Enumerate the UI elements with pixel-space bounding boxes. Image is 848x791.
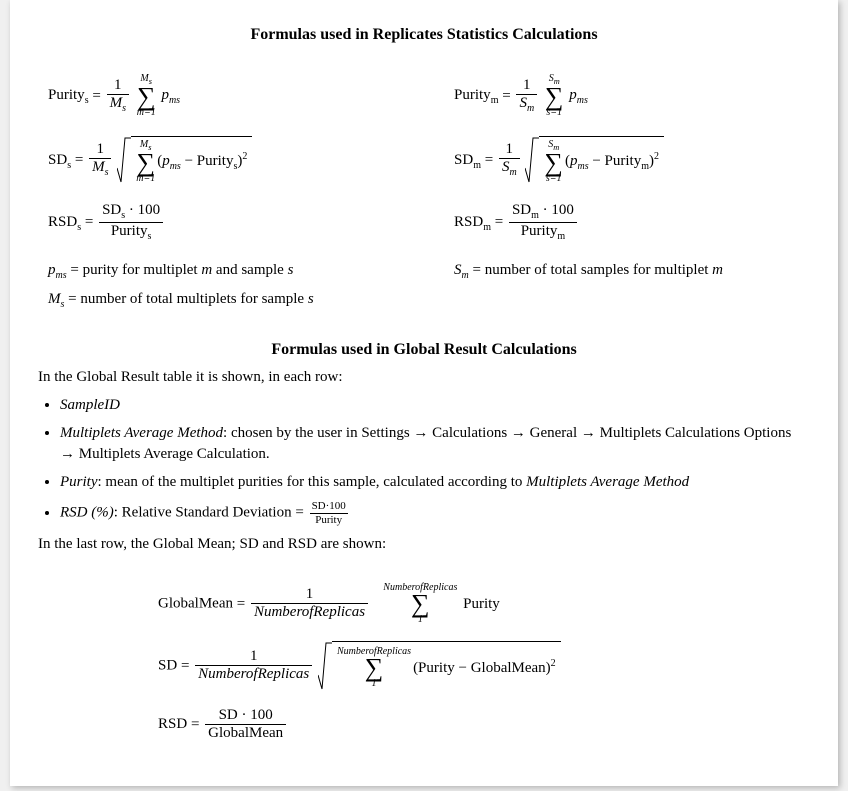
eq-purity-s: Puritys = 1 Ms Ms ∑ m=1 pms xyxy=(48,74,404,118)
def-Ms: Ms = number of total multiplets for samp… xyxy=(48,289,404,312)
pms: pms xyxy=(161,87,180,103)
bullet-method: Multiplets Average Method: chosen by the… xyxy=(60,423,810,464)
global-bullets: SampleID Multiplets Average Method: chos… xyxy=(60,395,810,526)
def-Sm: Sm = number of total samples for multipl… xyxy=(454,260,810,283)
right-column: Puritym = 1 Sm Sm ∑ s=1 pms SDm = 1 xyxy=(444,64,810,318)
bullet-purity: Purity: mean of the multiplet purities f… xyxy=(60,472,810,492)
bullet-sampleid: SampleID xyxy=(60,395,810,415)
def-pms: pms = purity for multiplet m and sample … xyxy=(48,260,404,283)
eq-sd-m: SDm = 1 Sm Sm ∑ s=1 (pms − Puritym)2 xyxy=(454,136,810,184)
sum-m: Ms ∑ m=1 xyxy=(137,74,156,118)
formulas-two-column: Puritys = 1 Ms Ms ∑ m=1 pms SDs = 1 xyxy=(38,64,810,318)
document-page: Formulas used in Replicates Statistics C… xyxy=(10,0,838,786)
global-intro: In the Global Result table it is shown, … xyxy=(38,367,810,387)
frac-1-over-Ms-2: 1 Ms xyxy=(89,141,111,179)
bullet-rsd: RSD (%): Relative Standard Deviation = S… xyxy=(60,500,810,526)
eq-global-sd: SD = 1 NumberofReplicas NumberofReplicas… xyxy=(158,641,810,691)
eq-rsd-s: RSDs = SDs · 100 Puritys xyxy=(48,202,404,242)
lhs-rsd: RSDs xyxy=(48,214,81,230)
frac-1-over-Ms: 1 Ms xyxy=(107,77,129,115)
sqrt-sd-s: Ms ∑ m=1 (pms − Puritys)2 xyxy=(117,136,252,184)
eq-sd-s: SDs = 1 Ms Ms ∑ m=1 (pms − Puritys)2 xyxy=(48,136,404,184)
global-formulas-block: GlobalMean = 1 NumberofReplicas Numberof… xyxy=(158,583,810,743)
eq-rsd-m: RSDm = SDm · 100 Puritym xyxy=(454,202,810,242)
lhs-sd: SDs xyxy=(48,152,71,168)
eq-purity-m: Puritym = 1 Sm Sm ∑ s=1 pms xyxy=(454,74,810,118)
global-lastrow: In the last row, the Global Mean; SD and… xyxy=(38,534,810,554)
eq-globalmean: GlobalMean = 1 NumberofReplicas Numberof… xyxy=(158,583,810,625)
frac-rsd-inline: SD·100 Purity xyxy=(310,500,348,526)
heading-replicates: Formulas used in Replicates Statistics C… xyxy=(38,24,810,46)
eq-global-rsd: RSD = SD · 100 GlobalMean xyxy=(158,707,810,743)
left-column: Puritys = 1 Ms Ms ∑ m=1 pms SDs = 1 xyxy=(38,64,404,318)
heading-global: Formulas used in Global Result Calculati… xyxy=(38,339,810,361)
frac-rsd-s: SDs · 100 Puritys xyxy=(99,202,163,242)
lhs-purity: Puritys xyxy=(48,87,89,103)
